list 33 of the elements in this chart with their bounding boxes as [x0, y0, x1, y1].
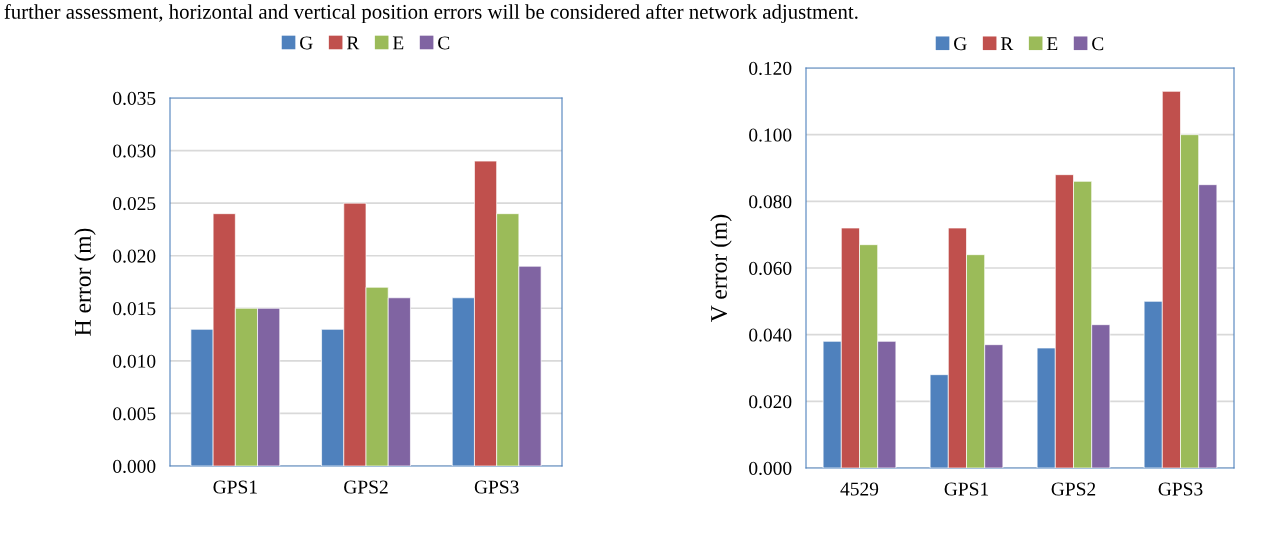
x-tick-label: GPS3 [1158, 482, 1203, 496]
y-tick-label: 0.060 [749, 261, 792, 276]
y-axis-title: H error (m) [74, 228, 96, 336]
y-tick-label: 0.100 [749, 128, 792, 142]
y-tick-label: 0.040 [749, 328, 792, 342]
y-tick-label: 0.035 [113, 91, 156, 106]
y-tick-label: 0.080 [749, 195, 792, 209]
x-tick-label: GPS2 [1051, 482, 1096, 496]
legend-label: R [1000, 37, 1014, 51]
y-tick-label: 0.120 [749, 61, 792, 76]
legend-label: C [438, 36, 450, 50]
legend-label: E [392, 36, 404, 50]
text: further assessment, horizontal and vertical position errors will be considered after network adjustment. [4, 4, 858, 24]
x-tick-label: GPS1 [213, 480, 257, 494]
y-tick-label: 0.005 [113, 407, 156, 421]
y-tick-label: 0.015 [113, 302, 156, 316]
legend-label: C [1092, 37, 1104, 51]
y-tick-label: 0.030 [113, 144, 156, 158]
legend-label: E [1046, 37, 1058, 51]
y-tick-label: 0.020 [749, 395, 792, 409]
y-tick-label: 0.010 [113, 354, 156, 368]
y-tick-label: 0.000 [749, 461, 792, 476]
x-tick-label: 4529 [840, 482, 879, 496]
legend-label: R [346, 36, 360, 50]
x-tick-label: GPS3 [474, 480, 519, 494]
y-axis-title: V error (m) [710, 214, 732, 322]
legend-label: G [300, 36, 313, 50]
legend-label: G [954, 37, 967, 51]
x-tick-label: GPS2 [344, 480, 388, 494]
y-tick-label: 0.020 [113, 249, 156, 263]
y-tick-label: 0.000 [113, 459, 156, 474]
y-tick-label: 0.025 [113, 196, 156, 211]
x-tick-label: GPS1 [944, 482, 989, 496]
